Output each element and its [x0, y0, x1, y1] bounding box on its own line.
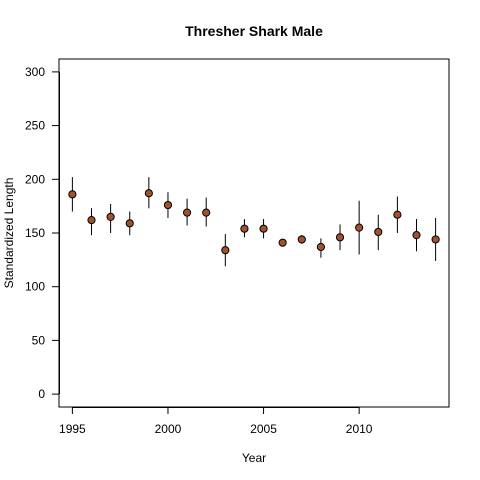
data-point — [335, 233, 345, 242]
y-tick-label: 0 — [38, 387, 45, 401]
y-tick-label: 250 — [25, 119, 45, 133]
y-tick-label: 200 — [25, 172, 45, 186]
y-axis-label: Standardized Length — [2, 178, 16, 289]
x-tick-label: 2005 — [250, 422, 277, 436]
data-point — [240, 224, 249, 233]
data-point — [355, 223, 364, 232]
data-point — [144, 189, 153, 198]
data-point — [202, 208, 211, 217]
data-point — [259, 224, 268, 233]
data-point — [297, 235, 306, 244]
data-point — [412, 231, 421, 240]
data-point — [316, 242, 326, 252]
data-point — [87, 216, 96, 225]
data-point — [431, 235, 440, 244]
data-point — [182, 208, 192, 217]
data-point — [163, 200, 173, 210]
x-tick-label: 2010 — [346, 422, 373, 436]
data-points — [68, 189, 440, 255]
data-point — [393, 210, 402, 219]
data-point — [374, 227, 383, 237]
data-point — [221, 246, 230, 255]
x-axis: 1995 2000 2005 2010 — [59, 407, 373, 436]
x-tick-label: 1995 — [59, 422, 86, 436]
data-point — [125, 219, 134, 228]
y-tick-label: 150 — [25, 226, 45, 240]
y-axis: 0 50 100 150 200 250 300 — [25, 65, 60, 401]
data-point — [278, 238, 287, 247]
x-tick-label: 2000 — [155, 422, 182, 436]
y-tick-label: 50 — [32, 333, 46, 347]
y-tick-label: 100 — [25, 280, 45, 294]
data-point — [106, 212, 115, 221]
x-axis-label: Year — [242, 451, 266, 465]
chart-title: Thresher Shark Male — [185, 23, 323, 39]
data-point — [68, 190, 77, 199]
y-tick-label: 300 — [25, 65, 45, 79]
